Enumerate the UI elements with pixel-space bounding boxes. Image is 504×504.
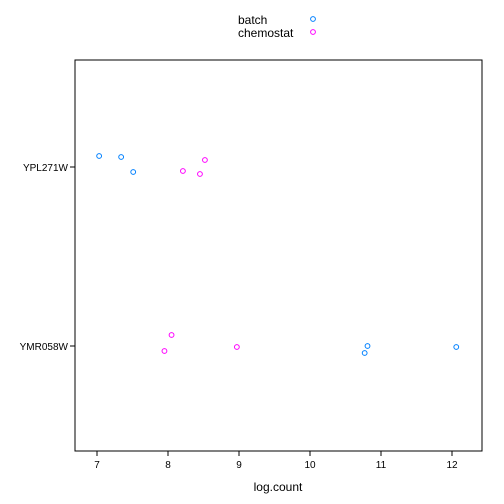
x-tick-label: 11 bbox=[376, 460, 387, 471]
legend-label-chemostat: chemostat bbox=[238, 26, 294, 40]
legend-marker-batch bbox=[310, 16, 316, 22]
data-point-chemostat bbox=[161, 348, 168, 354]
data-point-chemostat bbox=[197, 171, 203, 177]
data-points bbox=[96, 153, 460, 356]
x-tick-label: 8 bbox=[165, 460, 171, 471]
x-tick-label: 7 bbox=[94, 460, 100, 471]
x-axis: 7 8 9 10 11 12 bbox=[94, 451, 458, 471]
y-axis: YPL271W YMR058W bbox=[20, 163, 75, 353]
data-point-chemostat bbox=[180, 168, 186, 174]
data-point-batch bbox=[364, 343, 371, 349]
y-tick-label: YPL271W bbox=[23, 163, 69, 174]
data-point-chemostat bbox=[202, 157, 208, 163]
data-point-batch bbox=[118, 154, 125, 160]
x-tick-label: 12 bbox=[446, 460, 458, 471]
data-point-batch bbox=[361, 350, 368, 356]
plot-frame bbox=[74, 59, 483, 452]
data-point-chemostat bbox=[168, 332, 175, 338]
legend-marker-chemostat bbox=[310, 29, 316, 35]
data-point-batch bbox=[453, 344, 460, 350]
data-point-chemostat bbox=[233, 344, 240, 350]
y-tick-label: YMR058W bbox=[20, 342, 69, 353]
data-point-batch bbox=[130, 169, 137, 175]
x-tick-label: 10 bbox=[304, 460, 316, 471]
data-point-batch bbox=[96, 153, 103, 159]
legend: batch chemostat bbox=[238, 13, 316, 40]
x-tick-label: 9 bbox=[236, 460, 242, 471]
x-axis-title: log.count bbox=[254, 480, 303, 494]
legend-label-batch: batch bbox=[238, 13, 267, 27]
